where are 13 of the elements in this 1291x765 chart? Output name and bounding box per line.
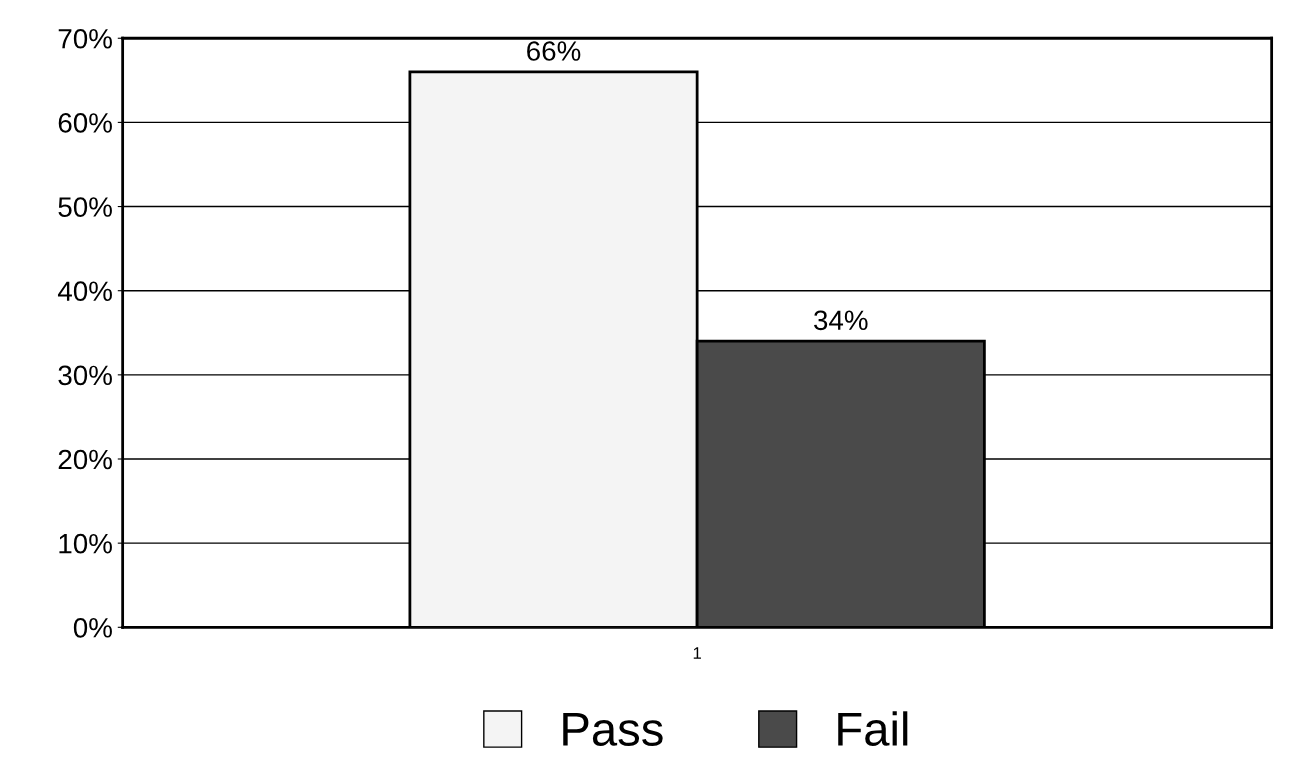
y-tick-label: 60% — [58, 113, 112, 133]
y-tick-label: 50% — [58, 197, 112, 217]
y-tick-label: 40% — [57, 281, 112, 302]
y-tick-label: 20% — [58, 449, 112, 470]
y-tick-label: 30% — [58, 365, 112, 386]
y-tick-label: 10% — [59, 533, 112, 554]
data-label: 66% — [527, 41, 581, 61]
y-tick-label: 70% — [58, 28, 112, 49]
x-tick-label: 1 — [693, 647, 701, 659]
legend-label: Pass — [563, 713, 663, 746]
legend-label: Fail — [838, 711, 908, 746]
y-tick-label: 0% — [73, 617, 112, 638]
data-label: 34% — [814, 310, 868, 331]
